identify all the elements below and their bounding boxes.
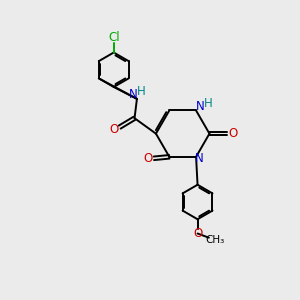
Text: Cl: Cl — [108, 31, 120, 44]
Text: H: H — [204, 98, 213, 110]
Text: H: H — [137, 85, 146, 98]
Text: O: O — [143, 152, 152, 165]
Text: CH₃: CH₃ — [206, 235, 225, 245]
Text: N: N — [129, 88, 138, 101]
Text: N: N — [196, 100, 205, 113]
Text: O: O — [228, 127, 237, 140]
Text: O: O — [109, 123, 119, 136]
Text: N: N — [195, 152, 204, 165]
Text: O: O — [193, 227, 202, 240]
